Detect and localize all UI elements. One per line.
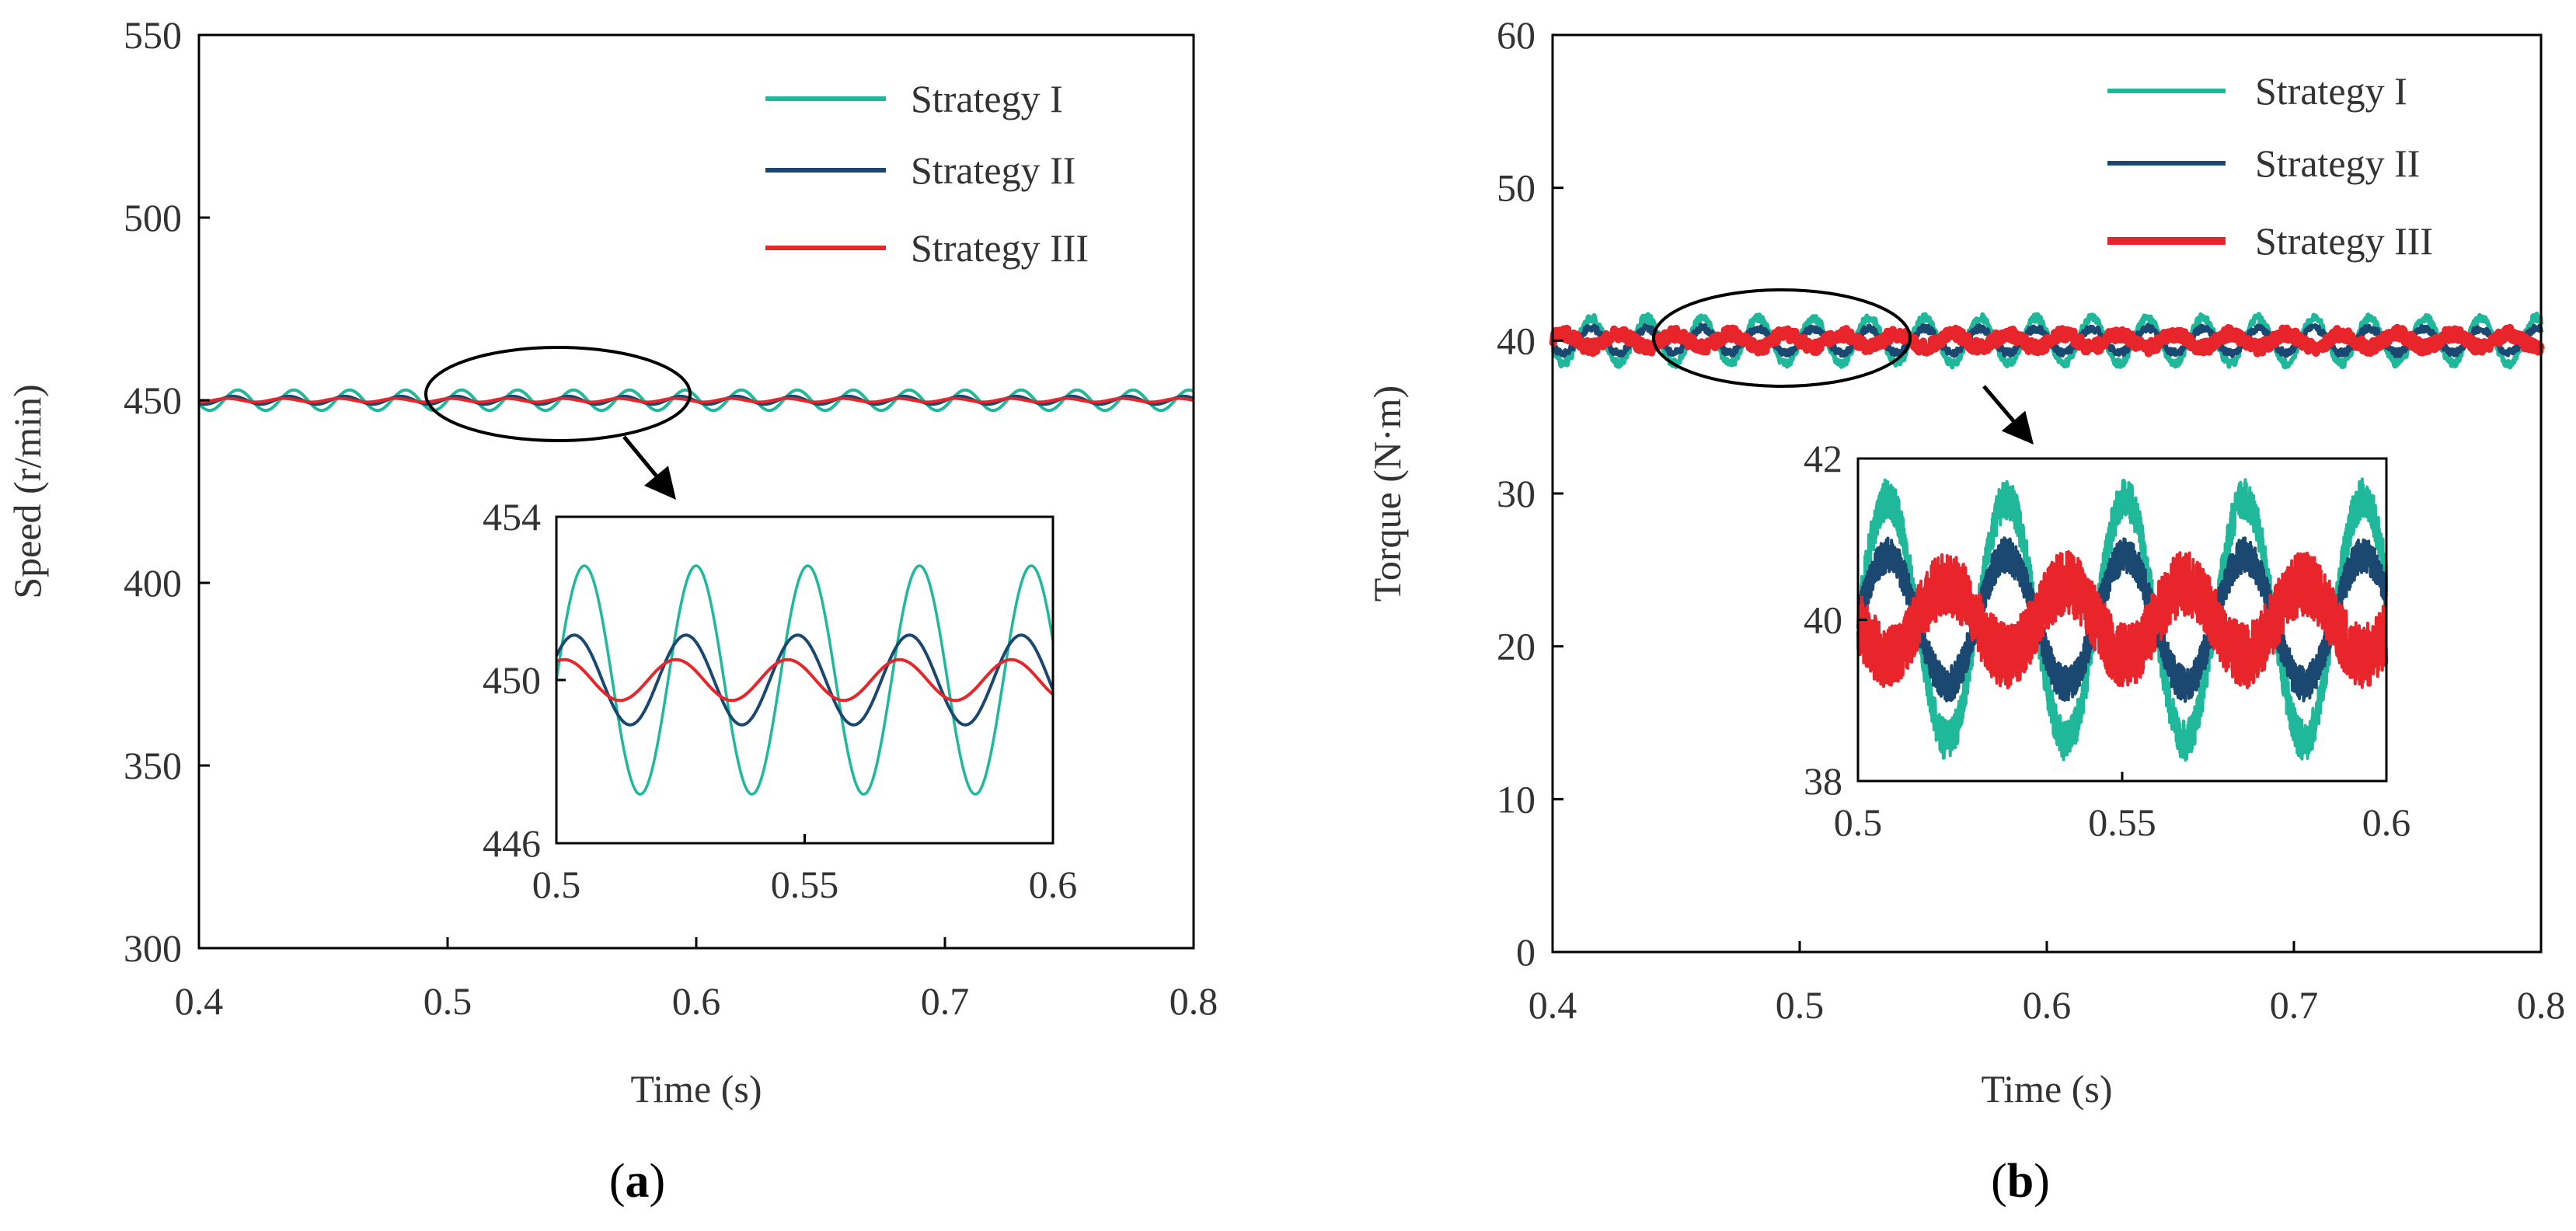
panel-b-zoom-arrowhead [2001, 410, 2034, 445]
panel-b-inset: 0.5 0.55 0.6 38 40 42 [1804, 437, 2410, 844]
panel-a-ticks: 0.4 0.5 0.6 0.7 0.8 300 350 400 450 500 550 [124, 13, 1218, 1023]
panel-b-y-tick-label: 40 [1497, 319, 1535, 362]
panel-b-x-tick-label: 0.5 [1776, 983, 1825, 1027]
panel-a-series-3-line [198, 396, 1194, 404]
panel-a-caption: (a) [609, 1155, 665, 1208]
panel-a-inset-series-1-line [555, 564, 1054, 796]
panel-a-x-axis-label: Time (s) [630, 1067, 762, 1111]
panel-b-legend-label-1: Strategy I [2255, 69, 2407, 113]
panel-a-legend-label-1: Strategy I [911, 77, 1063, 120]
panel-b-y-tick-label: 10 [1497, 777, 1535, 821]
panel-a-y-axis-label: Speed (r/min) [5, 384, 49, 598]
panel-a-inset-series-2-line [555, 633, 1054, 727]
panel-a-main-traces [197, 388, 1194, 413]
panel-a-inset-ticks: 0.5 0.55 0.6 446 450 454 [483, 495, 1077, 906]
panel-b-inset-series-2-line [1856, 536, 2388, 703]
panel-b-inset-series-1-line [1856, 477, 2388, 762]
panel-b-inset-y-tick-label: 38 [1804, 759, 1842, 803]
panel-b-legend-label-3: Strategy III [2255, 219, 2433, 263]
panel-b-x-tick-label: 0.4 [1529, 983, 1577, 1027]
panel-b-x-tick-label: 0.7 [2270, 983, 2319, 1027]
panel-b-y-tick-label: 50 [1497, 166, 1535, 210]
panel-b-x-tick-label: 0.6 [2023, 983, 2072, 1027]
panel-a-zoom-ellipse [424, 346, 692, 442]
panel-a-letter: a [626, 1155, 650, 1208]
panel-b-x-axis-label: Time (s) [1981, 1067, 2112, 1111]
panel-b-zoom-arrow [1982, 385, 2015, 423]
panel-b-torque-chart: 0.4 0.5 0.6 0.7 0.8 0 10 20 30 40 50 60 Time (s) To… [1365, 13, 2565, 1208]
panel-b-legend-label-2: Strategy II [2255, 141, 2420, 185]
panel-b-inset-y-tick-label: 42 [1804, 437, 1842, 480]
panel-a-x-tick-label: 0.8 [1169, 979, 1218, 1023]
panel-a-inset-series-3-line [556, 657, 1054, 703]
panel-a-inset-x-tick-label: 0.55 [771, 863, 839, 906]
panel-b-inset-x-tick-label: 0.5 [1834, 800, 1883, 844]
panel-b-y-axis-label: Torque (N·m) [1365, 385, 1409, 602]
panel-b-zoom-ellipse [1652, 288, 1912, 388]
panel-b-series-3-line [1549, 323, 2545, 357]
panel-b-legend: Strategy I Strategy II Strategy III [2107, 69, 2433, 263]
panel-a-y-tick-label: 550 [124, 13, 182, 57]
panel-b-y-tick-label: 30 [1497, 472, 1535, 515]
panel-a-y-tick-label: 400 [124, 561, 182, 605]
panel-a-inset: 0.5 0.55 0.6 446 450 454 [483, 495, 1077, 906]
panel-b-x-tick-label: 0.8 [2517, 983, 2566, 1027]
panel-b-y-tick-label: 20 [1497, 625, 1535, 668]
panel-a-y-tick-label: 350 [124, 744, 182, 787]
panel-b-inset-x-tick-label: 0.55 [2088, 800, 2156, 844]
panel-a-legend-label-2: Strategy II [911, 148, 1075, 192]
panel-a-x-tick-label: 0.4 [175, 979, 224, 1023]
panel-a-x-tick-label: 0.5 [424, 979, 472, 1023]
panel-a-inset-x-tick-label: 0.5 [532, 863, 581, 906]
panel-a-y-tick-label: 500 [124, 196, 182, 239]
panel-b-inset-ticks: 0.5 0.55 0.6 38 40 42 [1804, 437, 2410, 844]
panel-b-inset-series-3-line [1856, 550, 2388, 690]
panel-b-ticks: 0.4 0.5 0.6 0.7 0.8 0 10 20 30 40 50 60 [1497, 13, 2565, 1027]
panel-a-inset-y-tick-label: 450 [483, 658, 541, 702]
panel-a-y-tick-label: 450 [124, 378, 182, 422]
panel-a-inset-y-tick-label: 454 [483, 495, 541, 539]
panel-b-inset-traces [1856, 477, 2388, 762]
panel-a-zoom-arrowhead [644, 466, 676, 500]
panel-a-speed-chart: 0.4 0.5 0.6 0.7 0.8 300 350 400 450 500 550 Time (… [5, 13, 1218, 1208]
panel-a-y-tick-label: 300 [124, 926, 182, 970]
panel-a-legend-label-3: Strategy III [911, 226, 1089, 270]
panel-b-letter: b [2007, 1155, 2034, 1208]
panel-a-inset-traces [555, 564, 1054, 796]
panel-b-main-traces [1549, 311, 2545, 370]
panel-a-legend: Strategy I Strategy II Strategy III [765, 77, 1089, 270]
panel-b-y-tick-label: 0 [1516, 930, 1535, 974]
panel-a-x-tick-label: 0.7 [921, 979, 970, 1023]
panel-b-y-tick-label: 60 [1497, 13, 1535, 57]
panel-a-zoom-arrow [622, 435, 658, 477]
panel-b-caption: (b) [1991, 1155, 2050, 1208]
panel-b-inset-y-tick-label: 40 [1804, 598, 1842, 642]
panel-b-inset-x-tick-label: 0.6 [2362, 800, 2411, 844]
panel-a-x-tick-label: 0.6 [672, 979, 721, 1023]
panel-a-inset-x-tick-label: 0.6 [1029, 863, 1078, 906]
panel-a-inset-y-tick-label: 446 [483, 821, 541, 865]
